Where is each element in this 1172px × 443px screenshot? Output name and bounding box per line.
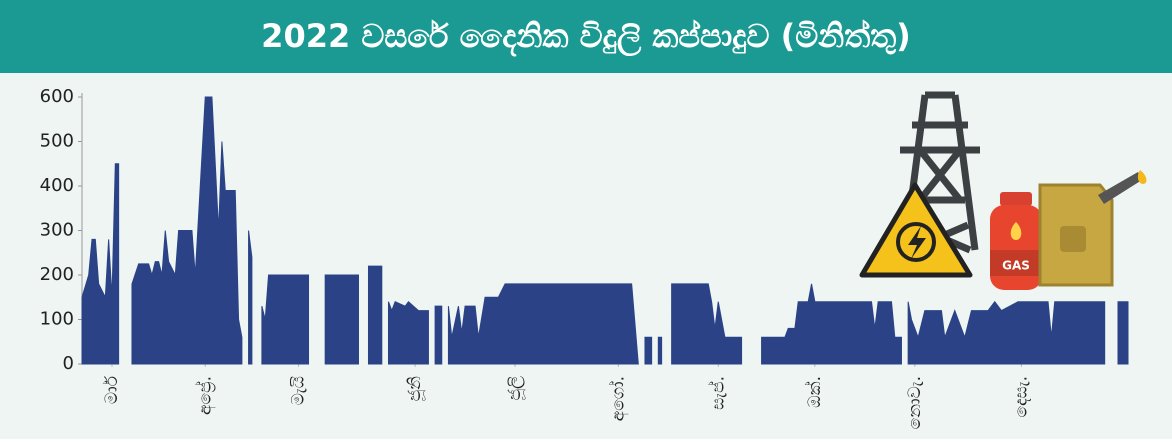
- x-tick-label: අගෝ.: [608, 376, 629, 421]
- gas-label: GAS: [1002, 259, 1030, 273]
- page: 2022 වසරේ දෛනික විදුලි කප්පාදුව (මිනිත්ත…: [0, 0, 1172, 439]
- x-tick-label: අප්‍රේ.: [195, 376, 216, 415]
- x-tick-label: ජූලි: [505, 376, 525, 401]
- y-tick-label: 600: [40, 86, 74, 107]
- chart-title: 2022 වසරේ දෛනික විදුලි කප්පාදුව (මිනිත්ත…: [261, 17, 911, 57]
- y-tick-label: 300: [40, 220, 74, 241]
- chart: 2022 වසරේ දෛනික විදුලි කප්පාදුව (මිනිත්ත…: [0, 0, 1172, 439]
- y-tick-label: 0: [63, 353, 74, 374]
- x-tick-label: මැයි: [289, 376, 309, 405]
- y-tick-label: 400: [40, 175, 74, 196]
- x-tick-label: නොවැ.: [905, 376, 925, 429]
- y-tick-label: 200: [40, 264, 74, 285]
- x-tick-label: ඔක්.: [805, 376, 825, 408]
- y-tick-label: 500: [40, 131, 74, 152]
- x-tick-label: මාර්: [102, 375, 122, 404]
- x-tick-label: සැප්.: [708, 376, 728, 410]
- x-tick-label: දෙසැ.: [1011, 376, 1031, 418]
- x-tick-label: ජූනි: [405, 376, 425, 402]
- y-tick-label: 100: [40, 309, 74, 330]
